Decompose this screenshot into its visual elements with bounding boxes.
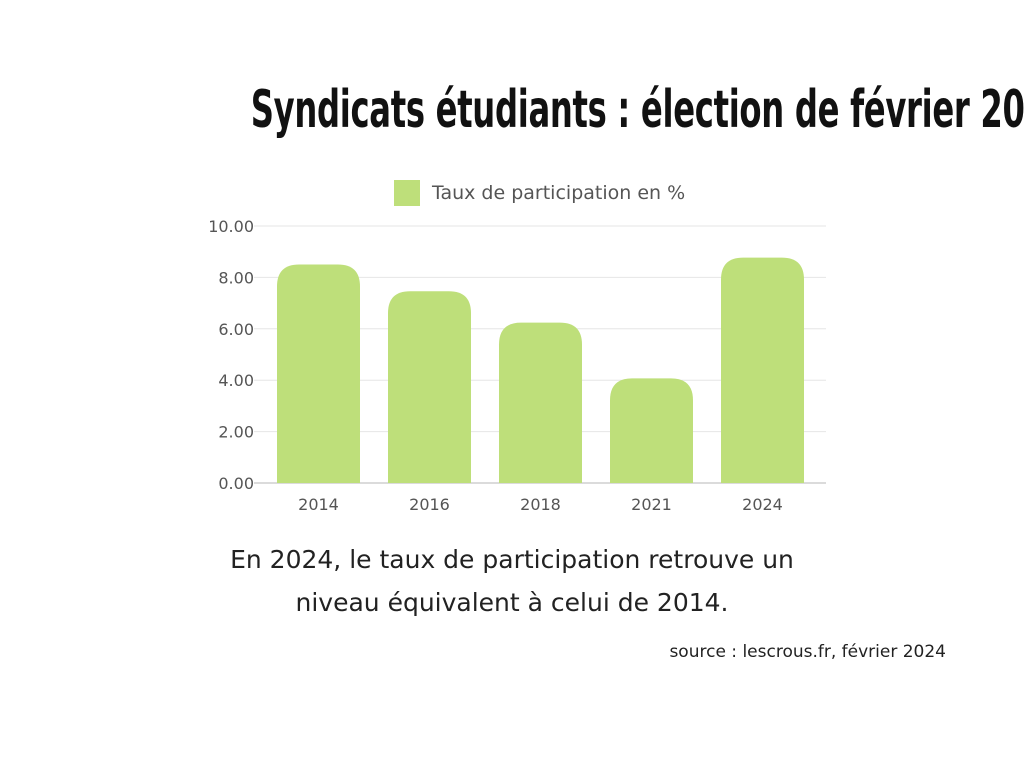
x-axis-ticks: 2014 2016 2018 2021 2024	[298, 495, 783, 514]
y-tick-label: 2.00	[218, 423, 254, 442]
x-tick-label: 2014	[298, 495, 339, 514]
bar-2016	[388, 291, 471, 483]
caption: En 2024, le taux de participation retrou…	[0, 538, 1024, 624]
y-tick-label: 4.00	[218, 371, 254, 390]
caption-line-1: En 2024, le taux de participation retrou…	[230, 545, 794, 574]
bar-2021	[610, 378, 693, 483]
y-tick-label: 10.00	[208, 217, 254, 236]
x-tick-label: 2021	[631, 495, 672, 514]
legend-label: Taux de participation en %	[431, 182, 685, 204]
y-tick-label: 6.00	[218, 320, 254, 339]
chart-title: Syndicats étudiants : élection de févrie…	[0, 80, 1024, 140]
caption-line-2: niveau équivalent à celui de 2014.	[295, 588, 729, 617]
bar-2014	[277, 264, 360, 483]
y-tick-label: 0.00	[218, 474, 254, 493]
y-axis-ticks: 0.00 2.00 4.00 6.00 8.00 10.00	[208, 217, 254, 493]
bars	[277, 257, 804, 483]
y-tick-label: 8.00	[218, 268, 254, 287]
source-note: source : lescrous.fr, février 2024	[669, 642, 946, 662]
x-tick-label: 2018	[520, 495, 561, 514]
legend-swatch	[394, 180, 420, 206]
bar-2024	[721, 257, 804, 483]
x-tick-label: 2024	[742, 495, 783, 514]
bar-2018	[499, 322, 582, 483]
x-tick-label: 2016	[409, 495, 450, 514]
title-text: Syndicats étudiants : élection de févrie…	[250, 80, 1024, 140]
